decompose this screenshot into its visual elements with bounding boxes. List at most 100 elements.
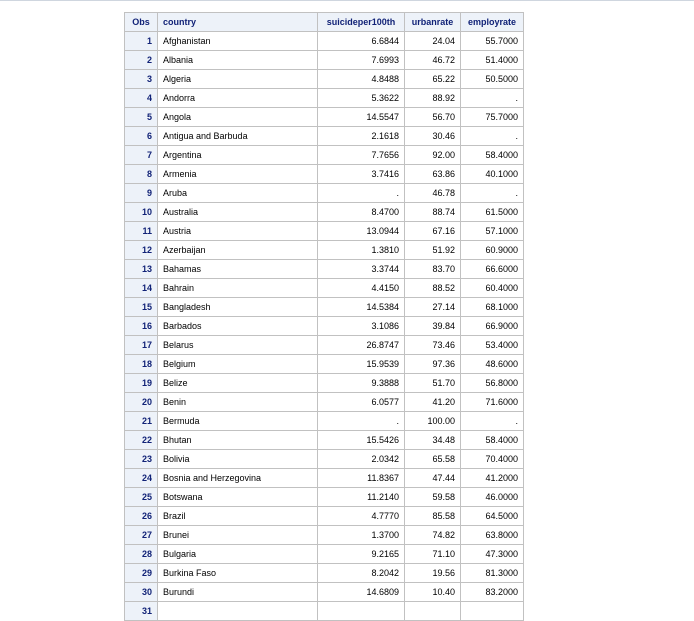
suicide-rate-cell: 7.6993	[317, 50, 405, 70]
table-row: 15 Bangladesh 14.5384 27.14 68.1000	[124, 297, 524, 317]
row-obs-cell: 12	[124, 240, 158, 260]
row-obs-cell: 4	[124, 88, 158, 108]
table-body: 1 Afghanistan 6.6844 24.04 55.7000 2 Albania 7.…	[124, 31, 524, 621]
country-cell: Belize	[157, 373, 318, 393]
table-row: 28 Bulgaria 9.2165 71.10 47.3000	[124, 544, 524, 564]
country-cell: Bosnia and Herzegovina	[157, 468, 318, 488]
suicide-rate-cell: 3.1086	[317, 316, 405, 336]
country-cell: Bahrain	[157, 278, 318, 298]
employ-rate-cell: .	[460, 126, 524, 146]
table-row: 5 Angola 14.5547 56.70 75.7000	[124, 107, 524, 127]
column-header-urbanrate: urbanrate	[404, 12, 461, 32]
suicide-rate-cell	[317, 601, 405, 621]
employ-rate-cell: 55.7000	[460, 31, 524, 51]
column-header-country: country	[157, 12, 318, 32]
country-cell: Australia	[157, 202, 318, 222]
employ-rate-cell: .	[460, 88, 524, 108]
column-header-suicideper100th: suicideper100th	[317, 12, 405, 32]
urban-rate-cell: 73.46	[404, 335, 461, 355]
table-row: 26 Brazil 4.7770 85.58 64.5000	[124, 506, 524, 526]
urban-rate-cell: 83.70	[404, 259, 461, 279]
table-row: 18 Belgium 15.9539 97.36 48.6000	[124, 354, 524, 374]
urban-rate-cell: 88.52	[404, 278, 461, 298]
suicide-rate-cell: 13.0944	[317, 221, 405, 241]
country-cell: Afghanistan	[157, 31, 318, 51]
country-cell: Bermuda	[157, 411, 318, 431]
urban-rate-cell: 65.22	[404, 69, 461, 89]
table-row: 12 Azerbaijan 1.3810 51.92 60.9000	[124, 240, 524, 260]
country-cell: Bolivia	[157, 449, 318, 469]
employ-rate-cell: 66.6000	[460, 259, 524, 279]
employ-rate-cell: 48.6000	[460, 354, 524, 374]
urban-rate-cell: 30.46	[404, 126, 461, 146]
employ-rate-cell: 51.4000	[460, 50, 524, 70]
employ-rate-cell: 71.6000	[460, 392, 524, 412]
employ-rate-cell: .	[460, 411, 524, 431]
suicide-rate-cell: 14.6809	[317, 582, 405, 602]
country-cell: Bulgaria	[157, 544, 318, 564]
country-cell: Belarus	[157, 335, 318, 355]
employ-rate-cell: 63.8000	[460, 525, 524, 545]
row-obs-cell: 30	[124, 582, 158, 602]
suicide-rate-cell: 7.7656	[317, 145, 405, 165]
suicide-rate-cell: .	[317, 183, 405, 203]
country-cell: Bhutan	[157, 430, 318, 450]
top-border	[0, 0, 694, 1]
table-row: 3 Algeria 4.8488 65.22 50.5000	[124, 69, 524, 89]
suicide-rate-cell: 2.1618	[317, 126, 405, 146]
employ-rate-cell: 64.5000	[460, 506, 524, 526]
table-row: 14 Bahrain 4.4150 88.52 60.4000	[124, 278, 524, 298]
country-cell: Argentina	[157, 145, 318, 165]
urban-rate-cell: 65.58	[404, 449, 461, 469]
row-obs-cell: 10	[124, 202, 158, 222]
table-row: 19 Belize 9.3888 51.70 56.8000	[124, 373, 524, 393]
row-obs-cell: 13	[124, 259, 158, 279]
suicide-rate-cell: 1.3700	[317, 525, 405, 545]
row-obs-cell: 31	[124, 601, 158, 621]
suicide-rate-cell: 14.5384	[317, 297, 405, 317]
urban-rate-cell: 97.36	[404, 354, 461, 374]
row-obs-cell: 20	[124, 392, 158, 412]
suicide-rate-cell: 4.4150	[317, 278, 405, 298]
row-obs-cell: 23	[124, 449, 158, 469]
country-cell: Algeria	[157, 69, 318, 89]
row-obs-cell: 14	[124, 278, 158, 298]
row-obs-cell: 15	[124, 297, 158, 317]
row-obs-cell: 7	[124, 145, 158, 165]
column-header-employrate: employrate	[460, 12, 524, 32]
urban-rate-cell: 24.04	[404, 31, 461, 51]
employ-rate-cell: 58.4000	[460, 145, 524, 165]
country-cell: Albania	[157, 50, 318, 70]
country-cell: Benin	[157, 392, 318, 412]
employ-rate-cell: 46.0000	[460, 487, 524, 507]
table-row: 17 Belarus 26.8747 73.46 53.4000	[124, 335, 524, 355]
suicide-rate-cell: 4.7770	[317, 506, 405, 526]
table-row: 11 Austria 13.0944 67.16 57.1000	[124, 221, 524, 241]
country-cell: Barbados	[157, 316, 318, 336]
table-row: 4 Andorra 5.3622 88.92.	[124, 88, 524, 108]
row-obs-cell: 21	[124, 411, 158, 431]
suicide-rate-cell: 15.5426	[317, 430, 405, 450]
results-table-container: Obs country suicideper100th urbanrate em…	[124, 12, 524, 621]
country-cell: Burundi	[157, 582, 318, 602]
table-row: 27 Brunei 1.3700 74.82 63.8000	[124, 525, 524, 545]
employ-rate-cell: 40.1000	[460, 164, 524, 184]
urban-rate-cell: 10.40	[404, 582, 461, 602]
urban-rate-cell: 71.10	[404, 544, 461, 564]
employ-rate-cell: 81.3000	[460, 563, 524, 583]
table-row: 20 Benin 6.0577 41.20 71.6000	[124, 392, 524, 412]
employ-rate-cell: 47.3000	[460, 544, 524, 564]
row-obs-cell: 28	[124, 544, 158, 564]
employ-rate-cell: 41.2000	[460, 468, 524, 488]
row-obs-cell: 22	[124, 430, 158, 450]
table-row: 21 Bermuda. 100.00.	[124, 411, 524, 431]
urban-rate-cell: 88.92	[404, 88, 461, 108]
suicide-rate-cell: 4.8488	[317, 69, 405, 89]
urban-rate-cell	[404, 601, 461, 621]
urban-rate-cell: 59.58	[404, 487, 461, 507]
employ-rate-cell: 60.9000	[460, 240, 524, 260]
row-obs-cell: 18	[124, 354, 158, 374]
country-cell: Bahamas	[157, 259, 318, 279]
urban-rate-cell: 51.70	[404, 373, 461, 393]
urban-rate-cell: 46.78	[404, 183, 461, 203]
